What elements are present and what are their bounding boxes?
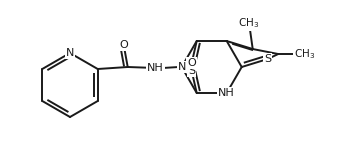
Text: N: N — [66, 48, 74, 58]
Text: NH: NH — [218, 88, 235, 98]
Text: N: N — [177, 62, 186, 72]
Text: S: S — [188, 66, 195, 76]
Text: NH: NH — [147, 63, 164, 73]
Text: CH$_3$: CH$_3$ — [239, 16, 260, 30]
Text: S: S — [264, 54, 271, 64]
Text: O: O — [187, 58, 196, 68]
Text: O: O — [119, 40, 128, 50]
Text: N: N — [177, 62, 186, 72]
Text: CH$_3$: CH$_3$ — [294, 47, 315, 61]
